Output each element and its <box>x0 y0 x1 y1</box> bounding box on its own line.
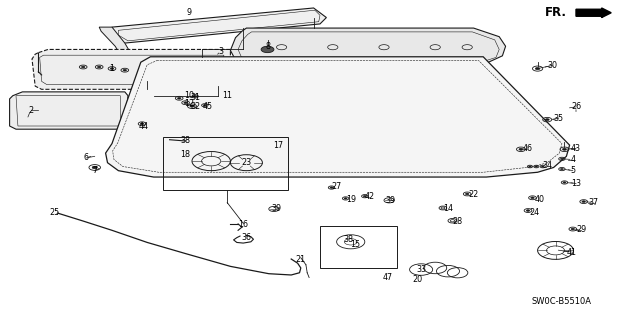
Text: 1: 1 <box>109 64 115 73</box>
Bar <box>320 226 397 268</box>
Circle shape <box>177 97 181 99</box>
Text: 23: 23 <box>241 158 252 167</box>
Circle shape <box>261 46 274 53</box>
Text: FR.: FR. <box>545 6 566 19</box>
Circle shape <box>531 197 534 199</box>
Text: 43: 43 <box>571 144 581 153</box>
Text: 2: 2 <box>28 106 33 115</box>
Text: 18: 18 <box>180 150 191 159</box>
Circle shape <box>519 148 523 150</box>
Text: 38: 38 <box>344 235 354 244</box>
Polygon shape <box>106 57 570 177</box>
Text: 44: 44 <box>139 122 149 130</box>
Text: 28: 28 <box>452 217 463 226</box>
Circle shape <box>123 69 127 71</box>
Polygon shape <box>230 28 506 66</box>
Polygon shape <box>32 49 230 89</box>
Text: 15: 15 <box>350 240 360 249</box>
Text: 10: 10 <box>184 91 194 100</box>
Text: 33: 33 <box>416 265 426 274</box>
Text: 30: 30 <box>547 61 557 70</box>
Text: 5: 5 <box>570 166 575 175</box>
FancyArrow shape <box>576 8 611 18</box>
Text: 42: 42 <box>365 192 375 201</box>
Circle shape <box>344 198 347 199</box>
Text: 45: 45 <box>203 102 213 111</box>
Text: 37: 37 <box>589 198 599 207</box>
Text: 36: 36 <box>241 233 252 242</box>
Circle shape <box>97 66 101 68</box>
Circle shape <box>561 158 563 160</box>
Circle shape <box>190 105 194 107</box>
Text: SW0C-B5510A: SW0C-B5510A <box>532 297 592 306</box>
Text: 29: 29 <box>576 225 586 234</box>
Circle shape <box>563 182 566 183</box>
Text: 39: 39 <box>271 204 282 213</box>
Circle shape <box>535 67 540 70</box>
Circle shape <box>535 166 538 167</box>
Text: 6: 6 <box>84 153 89 162</box>
Bar <box>163 137 288 190</box>
Circle shape <box>110 68 114 70</box>
Text: 47: 47 <box>382 273 392 282</box>
Circle shape <box>92 166 97 169</box>
Text: 14: 14 <box>443 204 453 213</box>
Text: 38: 38 <box>180 136 191 145</box>
Text: 41: 41 <box>566 248 577 256</box>
Circle shape <box>582 201 586 203</box>
Text: 27: 27 <box>331 182 341 191</box>
Circle shape <box>526 210 530 211</box>
Text: 25: 25 <box>49 208 60 217</box>
Text: 46: 46 <box>523 144 533 153</box>
Text: 8: 8 <box>265 42 270 51</box>
Text: 9: 9 <box>186 8 191 17</box>
Text: 20: 20 <box>413 275 423 284</box>
Circle shape <box>140 123 144 125</box>
Polygon shape <box>112 8 326 43</box>
Text: 7: 7 <box>92 166 97 175</box>
Text: 39: 39 <box>385 197 396 205</box>
Text: 26: 26 <box>571 102 581 111</box>
Text: 3: 3 <box>218 47 223 56</box>
Text: 4: 4 <box>570 155 575 164</box>
Polygon shape <box>10 92 128 129</box>
Polygon shape <box>99 27 147 83</box>
Text: 35: 35 <box>554 114 564 122</box>
Circle shape <box>465 193 469 195</box>
Text: 22: 22 <box>468 190 479 199</box>
Circle shape <box>541 166 544 167</box>
Circle shape <box>204 105 206 106</box>
Circle shape <box>194 96 196 97</box>
Circle shape <box>561 168 563 170</box>
Text: 24: 24 <box>529 208 540 217</box>
Circle shape <box>571 228 575 230</box>
Text: 17: 17 <box>273 141 284 150</box>
Text: 13: 13 <box>571 179 581 188</box>
Circle shape <box>81 66 85 68</box>
Text: 19: 19 <box>346 195 356 204</box>
Text: 16: 16 <box>238 220 248 229</box>
Text: 32: 32 <box>190 102 200 111</box>
Text: 34: 34 <box>542 161 552 170</box>
Text: 31: 31 <box>190 93 200 102</box>
Circle shape <box>330 187 333 188</box>
Circle shape <box>364 196 366 197</box>
Circle shape <box>545 119 549 121</box>
Text: 40: 40 <box>534 195 545 204</box>
Circle shape <box>184 102 188 104</box>
Circle shape <box>529 166 531 167</box>
Text: 12: 12 <box>184 99 194 108</box>
Text: 11: 11 <box>222 91 232 100</box>
Text: 21: 21 <box>296 256 306 264</box>
Circle shape <box>563 148 566 150</box>
